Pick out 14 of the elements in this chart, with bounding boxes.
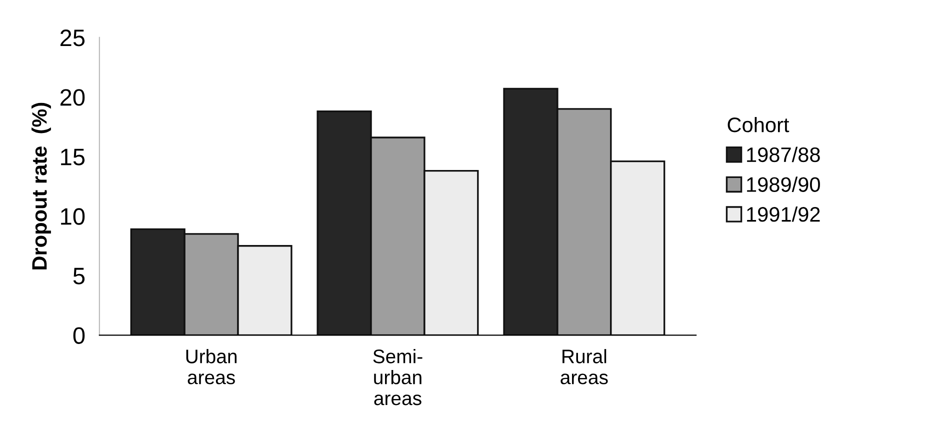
legend-label: 1989/90 — [747, 176, 820, 192]
legend-title: Cohort — [728, 116, 790, 132]
y-tick-label: 20 — [60, 89, 85, 106]
x-tick-label: Semi- urban areas — [373, 349, 422, 406]
y-axis-title: Dropout rate (%) — [32, 102, 51, 270]
x-tick-label: Rural areas — [560, 349, 608, 384]
legend-label: 1991/92 — [747, 206, 820, 222]
y-tick-label: 25 — [60, 30, 85, 46]
y-tick-label: 0 — [73, 327, 85, 344]
y-tick-label: 15 — [61, 148, 85, 166]
legend-label: 1987/88 — [747, 146, 820, 162]
y-tick-label: 10 — [61, 208, 85, 225]
y-tick-label: 5 — [73, 268, 85, 284]
x-tick-label: Urban areas — [186, 349, 237, 384]
